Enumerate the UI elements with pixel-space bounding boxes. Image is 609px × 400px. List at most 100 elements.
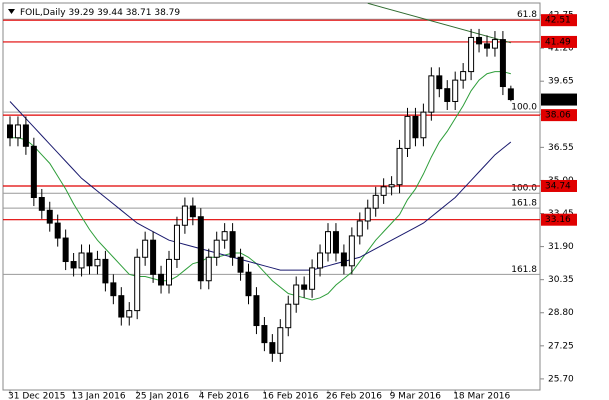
y-tick-label: 31.90 <box>548 242 574 252</box>
candle-body <box>428 75 435 113</box>
y-tick-label: 30.35 <box>548 275 574 285</box>
candle-body <box>229 231 236 258</box>
candle-body <box>110 282 117 297</box>
candle-body <box>189 205 196 218</box>
candle-body <box>7 124 13 139</box>
candle-body <box>150 239 157 275</box>
candle-body <box>436 75 443 90</box>
candle-body <box>499 39 506 88</box>
y-tick-label: 39.65 <box>548 77 574 87</box>
candle-body <box>70 261 77 269</box>
fib-label: 161.8 <box>511 265 537 275</box>
candle-body <box>420 111 427 139</box>
candle-body <box>452 79 459 102</box>
candle-body <box>285 303 292 329</box>
moving-average <box>10 71 511 301</box>
candle-body <box>309 267 316 290</box>
candle-body <box>142 239 149 258</box>
x-tick-label: 18 Mar 2016 <box>453 392 510 400</box>
symbol: FOIL,Daily <box>20 8 66 18</box>
level-label: 38.06 <box>545 111 571 121</box>
candle-body <box>293 284 300 305</box>
x-tick-label: 13 Jan 2016 <box>72 392 126 400</box>
candle-body <box>78 252 85 269</box>
candle-body <box>126 310 133 318</box>
candle-body <box>348 235 355 267</box>
candle-body <box>94 258 101 267</box>
candle-body <box>22 124 29 147</box>
candle-body <box>102 258 109 284</box>
chart-title: FOIL,Daily 39.29 39.44 38.71 38.79 <box>20 8 180 18</box>
level-box <box>541 179 577 192</box>
candle-body <box>269 342 276 354</box>
candle-body <box>396 147 403 186</box>
candle-body <box>158 273 165 286</box>
candle-body <box>197 216 204 282</box>
candle-body <box>277 327 284 354</box>
y-tick-label: 27.25 <box>548 341 574 351</box>
level-box <box>541 35 577 48</box>
fib-label: 100.0 <box>511 103 537 113</box>
level-label: 33.16 <box>545 215 571 225</box>
candle-body <box>460 71 467 81</box>
candle-body <box>38 197 45 211</box>
candle-body <box>364 207 371 222</box>
last-close: 38.79 <box>154 8 180 18</box>
candle-body <box>317 252 324 269</box>
candle-body <box>54 222 61 239</box>
x-tick-label: 4 Feb 2016 <box>199 392 250 400</box>
candle-body <box>325 231 331 254</box>
y-tick-label: 28.80 <box>548 308 574 318</box>
candle-body <box>166 258 172 286</box>
y-tick-label: 25.70 <box>548 374 574 384</box>
candle-body <box>380 186 387 196</box>
fib-label: 61.8 <box>517 10 537 20</box>
candle-body <box>14 124 21 139</box>
menu-arrow <box>8 9 15 14</box>
x-tick-label: 16 Feb 2016 <box>262 392 318 400</box>
candle-body <box>340 252 347 267</box>
candle-body <box>388 184 395 188</box>
candle-body <box>173 224 180 260</box>
candle-body <box>491 39 498 49</box>
candle-body <box>301 284 308 290</box>
candle-body <box>62 237 69 263</box>
level-label: 42.51 <box>545 16 571 26</box>
candle-body <box>86 252 93 267</box>
level-box <box>541 213 577 226</box>
candle-body <box>261 325 268 344</box>
candle-body <box>412 115 419 139</box>
price-label: 38.79 <box>545 95 571 105</box>
x-tick-label: 25 Jan 2016 <box>135 392 189 400</box>
candle-body <box>332 231 339 254</box>
candle-body <box>118 295 125 318</box>
candle-body <box>181 205 188 226</box>
y-tick-label: 36.55 <box>548 143 574 153</box>
candle-body <box>507 88 514 101</box>
x-tick-label: 9 Mar 2016 <box>390 392 442 400</box>
level-label: 34.74 <box>545 181 571 191</box>
last-open: 39.29 <box>68 8 94 18</box>
level-box <box>541 14 577 27</box>
candle-body <box>356 220 363 237</box>
fib-label: 161.8 <box>511 199 537 209</box>
candle-body <box>253 295 260 327</box>
candle-body <box>444 88 451 102</box>
candle-body <box>476 36 483 45</box>
candle-body <box>213 239 220 258</box>
candle-body <box>372 194 379 209</box>
candle-body <box>30 145 37 199</box>
candle-body <box>245 271 252 297</box>
candle-body <box>134 256 141 312</box>
candle-body <box>484 43 490 49</box>
level-box <box>541 109 577 122</box>
price-box <box>541 93 577 106</box>
last-high: 39.44 <box>97 8 123 18</box>
y-tick-label: 41.20 <box>548 44 574 54</box>
candle-body <box>237 256 244 273</box>
candle-body <box>404 115 411 149</box>
last-low: 38.71 <box>126 8 152 18</box>
plot: 61.8 100.0 100.0 161.8 161.8 <box>3 3 540 362</box>
